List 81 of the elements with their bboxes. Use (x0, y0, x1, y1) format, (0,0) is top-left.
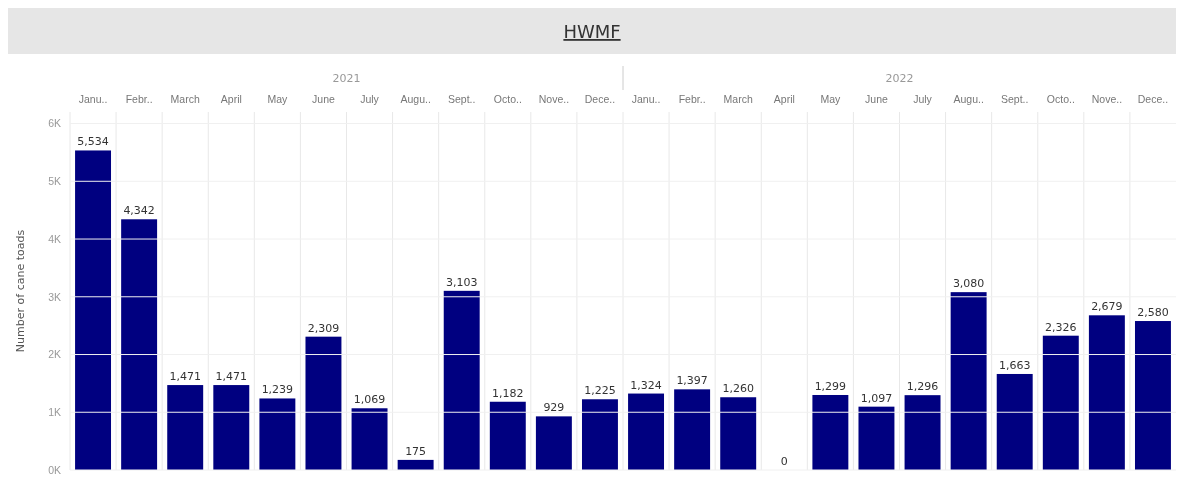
x-tick-label: Sept.. (1000, 93, 1029, 105)
y-tick-label: 1K (48, 406, 61, 419)
bar (674, 389, 711, 470)
bar (167, 385, 204, 470)
x-tick-label: Febr.. (125, 93, 153, 105)
x-tick-label: March (723, 93, 753, 105)
data-label: 1,471 (169, 370, 201, 384)
data-label: 1,260 (722, 382, 754, 396)
data-label: 2,679 (1091, 300, 1123, 314)
data-label: 1,299 (814, 379, 847, 393)
x-tick-label: Sept.. (447, 93, 476, 105)
x-tick-label: Dece.. (584, 93, 616, 105)
bar (1134, 321, 1171, 470)
bar (121, 219, 158, 470)
bar (535, 416, 572, 470)
bar (443, 290, 480, 470)
y-tick-label: 2K (48, 348, 61, 361)
data-label: 1,324 (630, 378, 662, 392)
chart-title: HWMF (563, 21, 621, 42)
x-tick-label: Febr.. (678, 93, 706, 105)
x-tick-label: Octo.. (493, 93, 522, 105)
data-label: 1,225 (584, 384, 616, 398)
bar (259, 398, 296, 470)
y-tick-label: 4K (48, 232, 61, 245)
data-label: 1,663 (998, 358, 1031, 372)
bar (213, 385, 250, 470)
x-tick-label: Nove.. (1091, 93, 1123, 105)
x-tick-label: Janu.. (78, 93, 108, 105)
x-tick-label: Augu.. (400, 93, 431, 105)
text: 2022 (885, 72, 914, 85)
bar (996, 373, 1033, 470)
data-label: 4,342 (123, 204, 155, 218)
bar (581, 399, 618, 470)
x-tick-label: April (773, 93, 795, 105)
bar (351, 408, 388, 470)
bar (75, 150, 112, 470)
bar (1042, 335, 1079, 470)
data-label: 0 (780, 455, 788, 468)
y-tick-label: 0K (48, 463, 61, 476)
bar (904, 395, 941, 470)
x-tick-label: June (865, 93, 888, 105)
data-label: 2,580 (1137, 306, 1169, 320)
x-tick-label: July (913, 93, 933, 105)
data-label: 1,182 (492, 386, 524, 400)
bar (858, 406, 895, 470)
x-tick-label: Dece.. (1137, 93, 1169, 105)
bar (305, 336, 342, 470)
x-tick-label: May (267, 93, 289, 105)
bar (950, 292, 987, 470)
bar (812, 394, 849, 470)
x-tick-label: Nove.. (538, 93, 570, 105)
x-tick-label: March (170, 93, 200, 105)
data-label: 1,397 (676, 374, 708, 388)
data-label: 175 (405, 444, 427, 458)
x-tick-label: June (312, 93, 335, 105)
x-tick-label: Octo.. (1046, 93, 1075, 105)
data-label: 1,471 (215, 370, 248, 384)
bar (1088, 315, 1125, 470)
data-label: 2,309 (307, 321, 340, 335)
data-label: 1,296 (906, 380, 939, 394)
x-tick-label: May (820, 93, 842, 105)
text: 2021 (332, 72, 361, 85)
data-label: 1,239 (261, 383, 294, 397)
y-tick-label: 5K (48, 175, 61, 188)
bar (489, 401, 526, 470)
x-tick-label: Augu.. (953, 93, 984, 105)
y-tick-label: 6K (48, 117, 61, 130)
data-label: 3,103 (445, 275, 478, 289)
data-label: 2,326 (1045, 320, 1077, 334)
data-label: 1,097 (860, 391, 893, 405)
x-tick-label: July (360, 93, 380, 105)
x-tick-label: April (220, 93, 242, 105)
bar (720, 397, 757, 470)
data-label: 929 (543, 401, 565, 415)
data-label: 3,080 (952, 277, 985, 291)
bar (628, 393, 665, 470)
y-axis-title: Number of cane toads (14, 229, 27, 353)
data-label: 1,069 (353, 393, 386, 407)
y-tick-label: 3K (48, 290, 61, 303)
x-tick-label: Janu.. (631, 93, 661, 105)
data-label: 5,534 (77, 135, 109, 149)
